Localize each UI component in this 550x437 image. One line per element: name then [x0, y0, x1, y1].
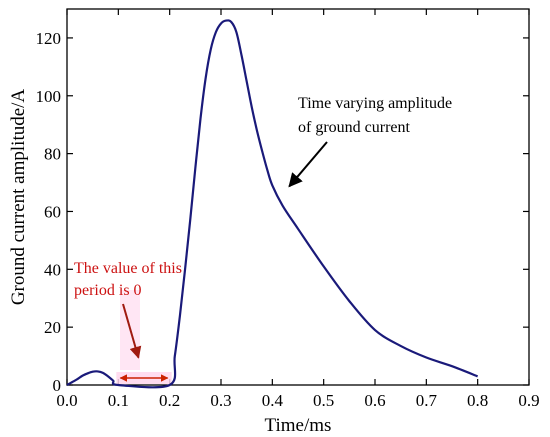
y-tick-label: 20 [44, 318, 61, 337]
x-tick-label: 0.9 [518, 391, 539, 410]
x-tick-label: 0.1 [108, 391, 129, 410]
y-axis-title: Ground current amplitude/A [8, 89, 29, 306]
annotation-highlights [116, 290, 172, 384]
plot-frame [66, 8, 530, 386]
x-axis-ticks: 0.0 0.1 0.2 0.3 0.4 0.5 0.6 0.7 0.8 0.9 [56, 9, 540, 410]
x-tick-label: 0.8 [467, 391, 488, 410]
series-line [66, 19, 479, 389]
x-tick-label: 0.3 [210, 391, 231, 410]
annotation-zero-period: The value of this period is 0 [74, 260, 182, 299]
y-tick-label: 100 [36, 87, 62, 106]
y-tick-label: 40 [44, 260, 61, 279]
annotation-layer: Time varying amplitude of ground current T… [74, 95, 452, 382]
y-tick-label: 120 [36, 29, 62, 48]
x-tick-label: 0.6 [364, 391, 385, 410]
annotation-zero-period-arrow [122, 303, 142, 359]
y-tick-label: 60 [44, 202, 61, 221]
x-axis-title: Time/ms [265, 415, 332, 436]
x-tick-label: 0.4 [262, 391, 284, 410]
annotation-amplitude: Time varying amplitude of ground current [298, 95, 452, 136]
y-axis-ticks: 0 20 40 60 80 100 120 [36, 29, 529, 395]
y-tick-label: 0 [53, 376, 62, 395]
x-tick-label: 0.2 [159, 391, 180, 410]
annotation-amplitude-arrow [288, 141, 328, 188]
x-tick-label: 0.5 [313, 391, 334, 410]
x-tick-label: 0.7 [416, 391, 438, 410]
y-tick-label: 80 [44, 145, 61, 164]
series-layer [66, 19, 479, 389]
x-tick-label: 0.0 [56, 391, 77, 410]
